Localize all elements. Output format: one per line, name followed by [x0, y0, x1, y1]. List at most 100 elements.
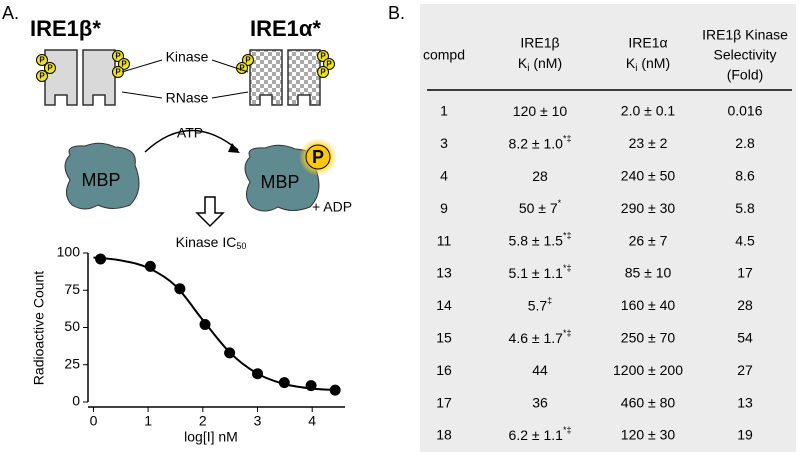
header-cell: Ki (nM)	[626, 55, 670, 74]
panel-label: A.	[2, 3, 19, 23]
panel-label: B.	[388, 3, 405, 23]
pointer-line	[121, 59, 163, 73]
table-cell: 5.7‡	[528, 296, 552, 313]
header-cell: Ki (nM)	[518, 55, 562, 74]
cell-text: 28	[532, 168, 548, 184]
cell-sup: *‡	[563, 134, 572, 144]
table-cell: 2.8	[735, 135, 755, 151]
header-cell: compd	[423, 47, 465, 63]
header-cell: IRE1α	[628, 35, 667, 51]
header-sub: i	[527, 63, 529, 74]
phospho-label: P	[239, 64, 245, 73]
table-cell: 5.8 ± 1.5*‡	[509, 231, 572, 248]
pointer-line	[211, 59, 249, 73]
header-cell: Selectivity	[713, 47, 776, 63]
protein-label: IRE1β*	[30, 16, 101, 41]
y-tick-label: 75	[64, 281, 80, 297]
protein-label: IRE1α*	[250, 16, 321, 41]
phospho-label: P	[39, 56, 45, 65]
header-cell: (Fold)	[727, 67, 764, 83]
reagent-label: ATP	[177, 125, 203, 141]
x-tick-label: 3	[254, 413, 262, 429]
phospho-label: P	[312, 147, 324, 167]
phospho-label: P	[245, 56, 251, 65]
y-tick-label: 25	[64, 355, 80, 371]
cell-text: 5.7	[528, 297, 548, 313]
header-cell: IRE1β	[520, 35, 559, 51]
table-cell: 54	[737, 330, 753, 346]
table-cell: 36	[532, 394, 548, 410]
table-cell: 44	[532, 362, 548, 378]
phospho-label: P	[47, 64, 53, 73]
table-cell: 8.6	[735, 168, 755, 184]
table-cell: 14	[436, 297, 452, 313]
phospho-site	[323, 58, 335, 70]
table: B. compd IRE1β Ki (nM) IRE1α Ki (nM) IRE1β Ki…	[388, 3, 796, 452]
table-cell: 26 ± 7	[629, 232, 668, 248]
table-cell: 0.016	[727, 103, 762, 119]
phospho-label: P	[326, 60, 332, 69]
table-cell: 120 ± 30	[621, 427, 676, 443]
phospho-site	[242, 54, 254, 66]
table-cell: 1200 ± 200	[613, 362, 683, 378]
x-tick-label: 2	[199, 413, 207, 429]
header-sub: i	[635, 63, 637, 74]
table-cell: 18	[436, 427, 452, 443]
phospho-label: P	[115, 52, 121, 61]
table-cell: 1	[440, 103, 448, 119]
header-text: K	[518, 55, 528, 71]
table-cell: 8.2 ± 1.0*‡	[509, 134, 572, 151]
table-cell: 3	[440, 135, 448, 151]
header-text: K	[626, 55, 636, 71]
table-cell: 160 ± 40	[621, 297, 676, 313]
table-cell: 4.6 ± 1.7*‡	[509, 328, 572, 345]
phospho-site	[317, 66, 329, 78]
table-cell: 460 ± 80	[621, 394, 676, 410]
x-tick-label: 1	[144, 413, 152, 429]
table-cell: 4	[440, 168, 448, 184]
mbp-label: MBP	[260, 172, 299, 192]
table-cell: 17	[436, 394, 452, 410]
y-tick-label: 0	[72, 393, 80, 409]
table-cell: 240 ± 50	[621, 168, 676, 184]
down-arrow	[195, 196, 225, 228]
phospho-site	[36, 54, 48, 66]
y-axis-label: Radioactive Count	[31, 271, 47, 386]
x-tick-label: 4	[308, 413, 316, 429]
table-cell: 5.1 ± 1.1*‡	[509, 263, 572, 280]
pointer-line	[211, 91, 249, 99]
domain-label: RNase	[166, 90, 209, 106]
ire1b-dimer	[44, 49, 116, 106]
header-text: (nM)	[529, 55, 562, 71]
chart-title: Kinase IC50	[176, 234, 247, 252]
table-cell: 5.8	[735, 200, 755, 216]
cell-text: 120 ± 10	[513, 103, 568, 119]
header-cell: IRE1β Kinase	[702, 27, 788, 43]
table-cell: 28	[532, 168, 548, 184]
fit-curve	[93, 256, 340, 392]
table-cell: 11	[437, 232, 452, 248]
table-cell: 27	[737, 362, 753, 378]
table-cell: 28	[737, 297, 753, 313]
cell-sup: *‡	[563, 328, 572, 338]
y-tick-label: 100	[57, 244, 81, 260]
cell-sup: ‡	[547, 296, 552, 306]
cell-text: 50 ± 7	[519, 200, 558, 216]
phospho-label: P	[320, 52, 326, 61]
table-cell: 250 ± 70	[621, 330, 676, 346]
table-cell: 2.0 ± 0.1	[621, 103, 676, 119]
table-cell: 6.2 ± 1.1*‡	[509, 425, 572, 442]
phospho-circle	[305, 144, 331, 170]
ic50-chart: Kinase IC50 log[I] nM Radioactive Count …	[31, 234, 345, 445]
phospho-site	[317, 50, 329, 62]
cell-sup: *	[558, 199, 562, 209]
cell-text: 36	[532, 394, 548, 410]
x-tick-label: 0	[90, 413, 98, 429]
table-cell: 19	[737, 427, 753, 443]
cell-text: 5.8 ± 1.5	[509, 232, 564, 248]
phospho-site	[36, 70, 48, 82]
arrow-head	[228, 143, 240, 153]
table-cell: 50 ± 7*	[519, 199, 562, 216]
